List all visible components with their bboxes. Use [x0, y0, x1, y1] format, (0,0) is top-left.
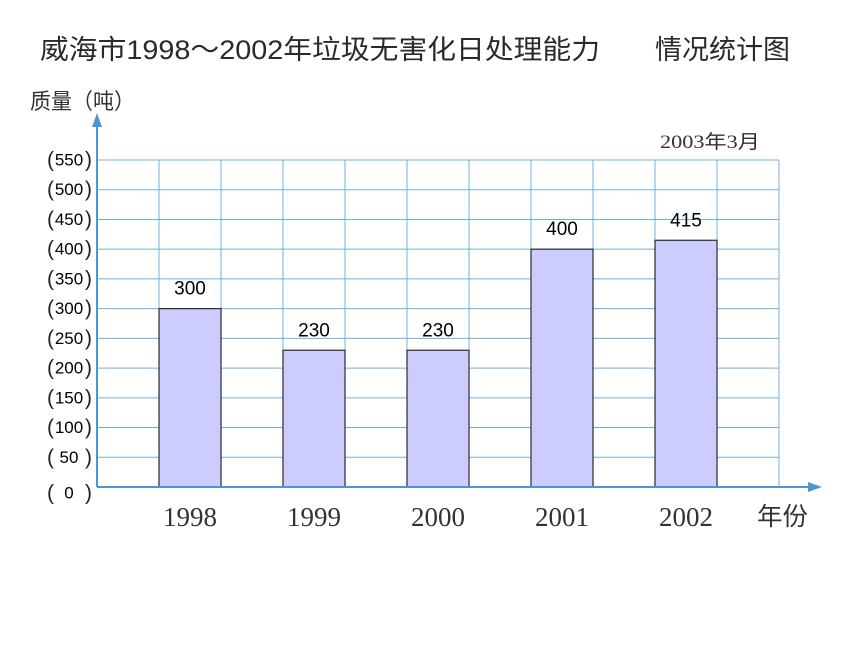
x-tick-label-2000: 2000	[411, 502, 465, 532]
y-tick-bracket-close: )	[85, 446, 92, 469]
y-tick-label-300: (300)	[47, 297, 92, 320]
x-tick-label-1999: 1999	[287, 502, 341, 532]
y-tick-label-250: (250)	[47, 327, 92, 350]
y-tick-value: 450	[55, 210, 83, 229]
y-tick-label-50: (50)	[47, 446, 92, 469]
y-tick-bracket-open: (	[47, 357, 54, 380]
y-tick-label-150: (150)	[47, 386, 92, 409]
y-tick-value: 550	[55, 151, 83, 170]
data-label-2002: 415	[670, 210, 702, 231]
y-tick-bracket-close: )	[85, 416, 92, 439]
y-axis-arrow	[92, 113, 102, 127]
y-tick-bracket-close: )	[85, 267, 92, 290]
x-axis-label: 年份	[757, 503, 808, 531]
data-label-2000: 230	[422, 320, 454, 341]
y-tick-value: 400	[55, 240, 83, 259]
y-tick-bracket-open: (	[47, 297, 54, 320]
y-tick-value: 200	[55, 359, 83, 378]
data-label-2001: 400	[546, 219, 578, 240]
y-tick-bracket-open: (	[47, 482, 54, 505]
y-tick-bracket-close: )	[85, 357, 92, 380]
y-tick-bracket-close: )	[85, 208, 92, 231]
axes	[92, 113, 822, 492]
x-tick-label-2002: 2002	[659, 502, 713, 532]
data-label-1998: 300	[174, 279, 206, 300]
y-tick-bracket-open: (	[47, 208, 54, 231]
y-tick-value: 300	[55, 299, 83, 318]
y-tick-bracket-open: (	[47, 327, 54, 350]
y-tick-label-200: (200)	[47, 357, 92, 380]
bar-2001	[530, 248, 594, 488]
y-tick-value: 0	[64, 484, 73, 503]
y-tick-bracket-open: (	[47, 238, 54, 261]
y-tick-value: 500	[55, 180, 83, 199]
bar-1999	[282, 349, 346, 488]
y-tick-bracket-open: (	[47, 149, 54, 172]
data-label-1999: 230	[298, 320, 330, 341]
x-tick-label-1998: 1998	[163, 502, 217, 532]
date-note: 2003年3月	[660, 131, 760, 153]
x-axis-arrow	[808, 482, 822, 492]
y-axis-label: 质量（吨）	[30, 89, 135, 114]
y-tick-bracket-open: (	[47, 416, 54, 439]
y-tick-bracket-close: )	[85, 238, 92, 261]
y-tick-bracket-open: (	[47, 446, 54, 469]
y-tick-bracket-close: )	[85, 482, 92, 505]
y-tick-value: 250	[55, 329, 83, 348]
y-tick-bracket-close: )	[85, 327, 92, 350]
y-tick-value: 350	[55, 269, 83, 288]
y-tick-bracket-open: (	[47, 178, 54, 201]
chart-title: 威海市1998～2002年垃圾无害化日处理能力	[40, 35, 600, 65]
bar-2002	[654, 239, 718, 488]
y-tick-value: 50	[60, 448, 79, 467]
y-tick-value: 150	[55, 388, 83, 407]
y-tick-label-350: (350)	[47, 267, 92, 290]
y-tick-label-400: (400)	[47, 238, 92, 261]
bars	[158, 239, 718, 488]
tick-and-data-labels: 30019982301999230200040020014152002(0)(5…	[47, 149, 713, 533]
x-tick-label-2001: 2001	[535, 502, 589, 532]
y-tick-bracket-close: )	[85, 297, 92, 320]
y-tick-value: 100	[55, 418, 83, 437]
y-tick-bracket-close: )	[85, 178, 92, 201]
y-tick-bracket-close: )	[85, 386, 92, 409]
y-tick-label-100: (100)	[47, 416, 92, 439]
y-tick-label-450: (450)	[47, 208, 92, 231]
bar-1998	[158, 308, 222, 488]
y-tick-label-500: (500)	[47, 178, 92, 201]
bar-2000	[406, 349, 470, 488]
y-tick-bracket-close: )	[85, 149, 92, 172]
y-tick-label-550: (550)	[47, 149, 92, 172]
chart-title-suffix: 情况统计图	[655, 35, 790, 65]
y-tick-bracket-open: (	[47, 267, 54, 290]
y-tick-bracket-open: (	[47, 386, 54, 409]
y-tick-label-0: (0)	[47, 482, 92, 505]
